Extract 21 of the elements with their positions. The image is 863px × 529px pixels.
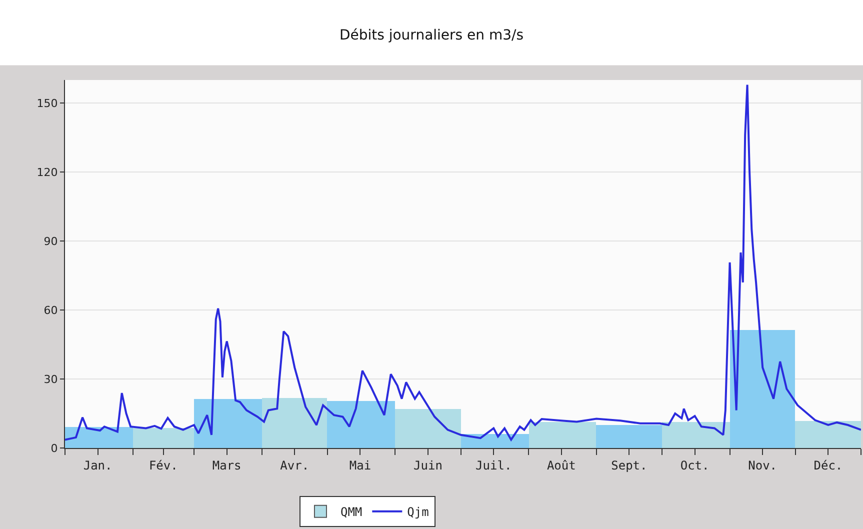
legend-label: Qjm: [407, 505, 429, 520]
x-tick-label: Mai: [349, 458, 372, 472]
x-tick-label: Juil.: [476, 458, 512, 472]
y-tick-label: 120: [36, 166, 58, 179]
x-tick-label: Avr.: [280, 458, 310, 472]
y-tick-label: 60: [44, 304, 58, 317]
y-tick-label: 150: [36, 96, 58, 110]
x-tick-label: Déc.: [814, 458, 843, 472]
y-tick-label: 0: [50, 442, 58, 455]
x-tick-label: Fév.: [148, 458, 178, 472]
x-tick-label: Sept.: [611, 458, 648, 472]
x-tick-label: Oct.: [680, 458, 710, 472]
x-tick-label: Jan.: [83, 458, 112, 472]
chart-title: Débits journaliers en m3/s: [339, 27, 524, 44]
legend-label: QMM: [340, 505, 362, 520]
x-tick-label: Juin: [414, 458, 442, 472]
x-tick-label: Août: [546, 458, 576, 472]
y-tick-label: 30: [44, 372, 58, 386]
x-tick-label: Mars: [212, 458, 242, 472]
x-tick-label: Nov.: [748, 458, 778, 472]
y-tick-label: 90: [44, 234, 58, 248]
